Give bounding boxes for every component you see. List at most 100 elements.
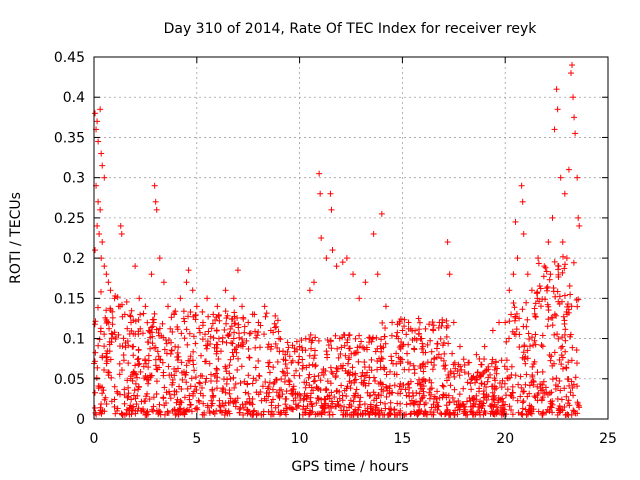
data-point: [234, 395, 241, 402]
data-point: [518, 384, 525, 391]
data-point: [129, 371, 136, 378]
data-point: [308, 345, 315, 352]
data-point: [325, 342, 332, 349]
data-point: [404, 381, 411, 388]
data-point: [173, 399, 180, 406]
data-point: [160, 394, 167, 401]
data-point: [368, 367, 375, 374]
data-point: [378, 210, 385, 217]
data-point: [519, 198, 526, 205]
data-point: [105, 369, 112, 376]
data-point: [249, 311, 256, 318]
data-point: [424, 341, 431, 348]
data-point: [562, 326, 569, 333]
data-point: [273, 323, 280, 330]
data-point: [561, 317, 568, 324]
data-point: [456, 391, 463, 398]
data-point: [221, 411, 228, 418]
data-point: [439, 342, 446, 349]
data-point: [240, 314, 247, 321]
data-point: [130, 352, 137, 359]
data-point: [420, 383, 427, 390]
data-point: [527, 405, 534, 412]
data-point: [159, 359, 166, 366]
data-point: [383, 383, 390, 390]
data-point: [152, 198, 159, 205]
data-point: [299, 362, 306, 369]
data-point: [555, 266, 562, 273]
data-point: [134, 374, 141, 381]
data-point: [333, 263, 340, 270]
data-point: [179, 376, 186, 383]
data-point: [416, 319, 423, 326]
data-point: [561, 331, 568, 338]
data-point: [512, 218, 519, 225]
points-layer: [91, 62, 583, 418]
data-point: [548, 389, 555, 396]
data-point: [548, 314, 555, 321]
data-point: [269, 386, 276, 393]
data-point: [418, 345, 425, 352]
data-point: [461, 408, 468, 415]
data-point: [208, 371, 215, 378]
data-point: [180, 315, 187, 322]
data-point: [250, 411, 257, 418]
data-point: [574, 174, 581, 181]
data-point: [536, 298, 543, 305]
data-point: [534, 383, 541, 390]
data-point: [510, 271, 517, 278]
data-point: [222, 308, 229, 315]
data-point: [233, 344, 240, 351]
data-point: [329, 247, 336, 254]
data-point: [328, 345, 335, 352]
data-point: [512, 372, 519, 379]
data-point: [382, 340, 389, 347]
data-point: [187, 383, 194, 390]
data-point: [551, 258, 558, 265]
data-point: [232, 380, 239, 387]
data-point: [216, 317, 223, 324]
y-tick-label: 0.1: [63, 332, 85, 348]
data-point: [238, 363, 245, 370]
data-point: [99, 239, 106, 246]
data-point: [539, 410, 546, 417]
data-point: [140, 310, 147, 317]
data-point: [249, 395, 256, 402]
data-point: [410, 362, 417, 369]
data-point: [258, 397, 265, 404]
data-point: [160, 279, 167, 286]
data-point: [215, 335, 222, 342]
data-point: [145, 380, 152, 387]
data-point: [246, 399, 253, 406]
data-point: [413, 389, 420, 396]
data-point: [455, 361, 462, 368]
data-point: [481, 343, 488, 350]
data-point: [517, 373, 524, 380]
data-point: [299, 347, 306, 354]
data-point: [277, 336, 284, 343]
data-point: [396, 344, 403, 351]
data-point: [345, 332, 352, 339]
data-point: [130, 317, 137, 324]
data-point: [339, 411, 346, 418]
data-point: [537, 381, 544, 388]
data-point: [280, 356, 287, 363]
data-point: [213, 350, 220, 357]
data-point: [119, 343, 126, 350]
data-point: [169, 376, 176, 383]
data-point: [123, 406, 130, 413]
data-point: [206, 408, 213, 415]
data-point: [480, 390, 487, 397]
data-point: [98, 150, 105, 157]
data-point: [196, 325, 203, 332]
data-point: [183, 279, 190, 286]
data-point: [101, 331, 108, 338]
data-point: [116, 371, 123, 378]
data-point: [389, 319, 396, 326]
data-point: [445, 340, 452, 347]
data-point: [124, 377, 131, 384]
data-point: [327, 364, 334, 371]
data-point: [125, 360, 132, 367]
data-point: [207, 333, 214, 340]
data-point: [283, 411, 290, 418]
